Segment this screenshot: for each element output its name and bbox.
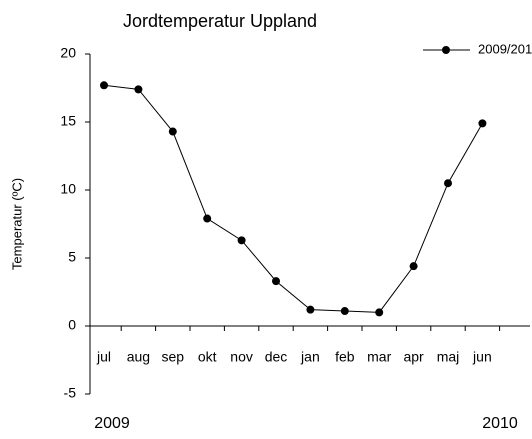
y-axis-label: Temperatur (ºC) <box>9 178 24 270</box>
series-line <box>103 84 483 313</box>
x-tick-label: jul <box>96 349 111 365</box>
x-tick-label: jan <box>300 349 320 365</box>
x-tick-label: apr <box>403 349 424 365</box>
data-point <box>272 277 280 286</box>
legend-marker <box>442 46 450 54</box>
data-point <box>409 262 418 271</box>
chart-title: Jordtemperatur Uppland <box>123 11 317 31</box>
x-tick-label: mar <box>367 349 391 365</box>
data-point <box>444 179 452 188</box>
data-point <box>478 119 487 128</box>
data-point <box>237 236 246 245</box>
data-point <box>168 127 177 136</box>
y-tick-label: 5 <box>68 249 76 265</box>
x-tick-label: nov <box>230 349 253 365</box>
data-point <box>100 81 108 90</box>
x-tick-label: feb <box>335 349 355 365</box>
x-tick-label: jun <box>472 349 492 365</box>
legend-label: 2009/2010 <box>478 41 532 56</box>
data-point <box>203 214 212 223</box>
annotation: 2010 <box>482 415 518 432</box>
y-tick-label: 15 <box>60 113 76 129</box>
data-point <box>375 308 384 317</box>
y-tick-label: 0 <box>68 317 76 333</box>
y-tick-label: 20 <box>60 45 76 61</box>
data-point <box>340 307 349 316</box>
data-point <box>306 305 315 314</box>
x-tick-label: sep <box>162 349 185 365</box>
x-tick-label: aug <box>127 349 150 365</box>
x-tick-label: dec <box>265 349 288 365</box>
y-tick-label: -5 <box>64 385 77 401</box>
data-point <box>134 85 143 94</box>
x-tick-label: okt <box>198 349 217 365</box>
x-tick-label: maj <box>437 349 460 365</box>
annotation: 2009 <box>94 415 130 432</box>
y-tick-label: 10 <box>60 181 76 197</box>
